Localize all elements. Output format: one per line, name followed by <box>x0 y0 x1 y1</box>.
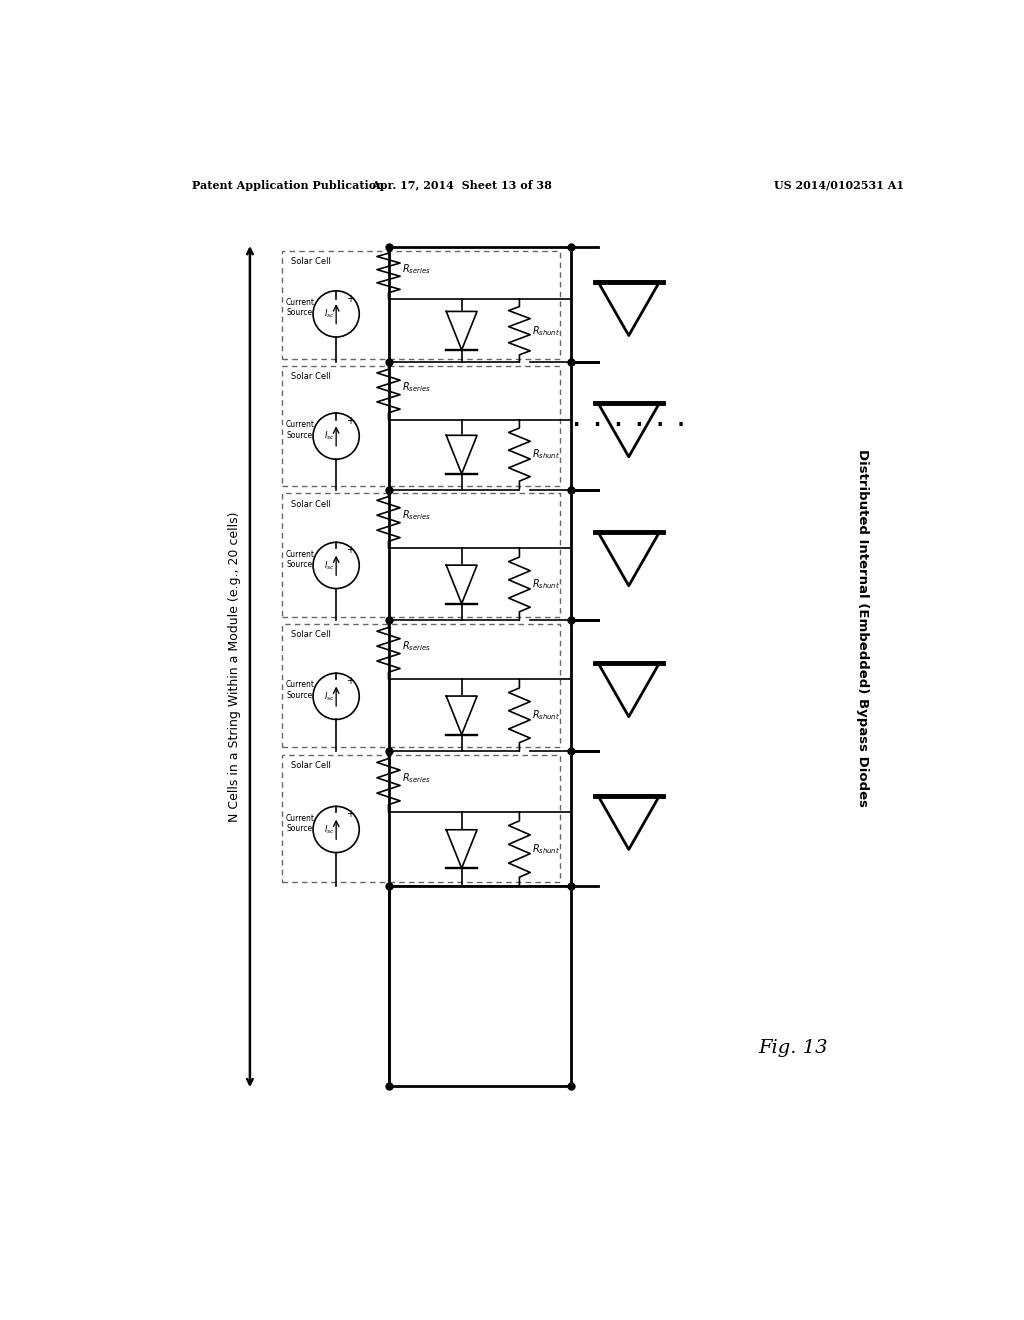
Text: Solar Cell: Solar Cell <box>292 762 332 771</box>
FancyBboxPatch shape <box>283 251 560 359</box>
Text: $R_{series}$: $R_{series}$ <box>402 639 431 653</box>
Text: $R_{shunt}$: $R_{shunt}$ <box>531 323 560 338</box>
Polygon shape <box>446 436 477 474</box>
Text: Current
Source: Current Source <box>286 420 315 440</box>
Text: $I_{sc}$: $I_{sc}$ <box>324 560 335 572</box>
Text: Solar Cell: Solar Cell <box>292 257 332 265</box>
Text: $R_{shunt}$: $R_{shunt}$ <box>531 842 560 855</box>
Text: Apr. 17, 2014  Sheet 13 of 38: Apr. 17, 2014 Sheet 13 of 38 <box>372 180 552 191</box>
Polygon shape <box>598 796 659 850</box>
Text: $R_{shunt}$: $R_{shunt}$ <box>531 447 560 462</box>
Text: N Cells in a String Within a Module (e.g., 20 cells): N Cells in a String Within a Module (e.g… <box>228 511 241 822</box>
Polygon shape <box>446 696 477 734</box>
Text: Current
Source: Current Source <box>286 549 315 569</box>
Text: +: + <box>346 809 354 820</box>
Text: Current
Source: Current Source <box>286 681 315 700</box>
Text: Fig. 13: Fig. 13 <box>758 1039 827 1057</box>
Text: Solar Cell: Solar Cell <box>292 499 332 508</box>
Text: Distributed Internal (Embedded) Bypass Diodes: Distributed Internal (Embedded) Bypass D… <box>856 449 868 807</box>
Text: $I_{sc}$: $I_{sc}$ <box>324 690 335 702</box>
Text: $R_{series}$: $R_{series}$ <box>402 263 431 276</box>
FancyBboxPatch shape <box>283 755 560 882</box>
Polygon shape <box>598 403 659 457</box>
Text: Solar Cell: Solar Cell <box>292 372 332 381</box>
Text: $I_{sc}$: $I_{sc}$ <box>324 824 335 836</box>
Text: Solar Cell: Solar Cell <box>292 631 332 639</box>
Text: ·  ·  ·  ·  ·  ·: · · · · · · <box>572 417 685 436</box>
Text: Patent Application Publication: Patent Application Publication <box>193 180 385 191</box>
Polygon shape <box>446 312 477 350</box>
Polygon shape <box>598 663 659 717</box>
Text: +: + <box>346 545 354 556</box>
Text: +: + <box>346 676 354 686</box>
Polygon shape <box>598 532 659 586</box>
Text: $R_{series}$: $R_{series}$ <box>402 771 431 784</box>
Text: $I_{sc}$: $I_{sc}$ <box>324 308 335 321</box>
Polygon shape <box>598 281 659 335</box>
Text: $R_{shunt}$: $R_{shunt}$ <box>531 578 560 591</box>
Text: US 2014/0102531 A1: US 2014/0102531 A1 <box>774 180 904 191</box>
Polygon shape <box>446 830 477 869</box>
FancyBboxPatch shape <box>283 494 560 616</box>
Text: $R_{shunt}$: $R_{shunt}$ <box>531 709 560 722</box>
Polygon shape <box>446 565 477 603</box>
Text: $R_{series}$: $R_{series}$ <box>402 508 431 521</box>
FancyBboxPatch shape <box>283 367 560 486</box>
Text: $I_{sc}$: $I_{sc}$ <box>324 430 335 442</box>
Text: Current
Source: Current Source <box>286 298 315 318</box>
Text: $R_{series}$: $R_{series}$ <box>402 380 431 395</box>
Text: +: + <box>346 294 354 304</box>
Text: +: + <box>346 416 354 426</box>
FancyBboxPatch shape <box>283 624 560 747</box>
Text: Current
Source: Current Source <box>286 813 315 833</box>
